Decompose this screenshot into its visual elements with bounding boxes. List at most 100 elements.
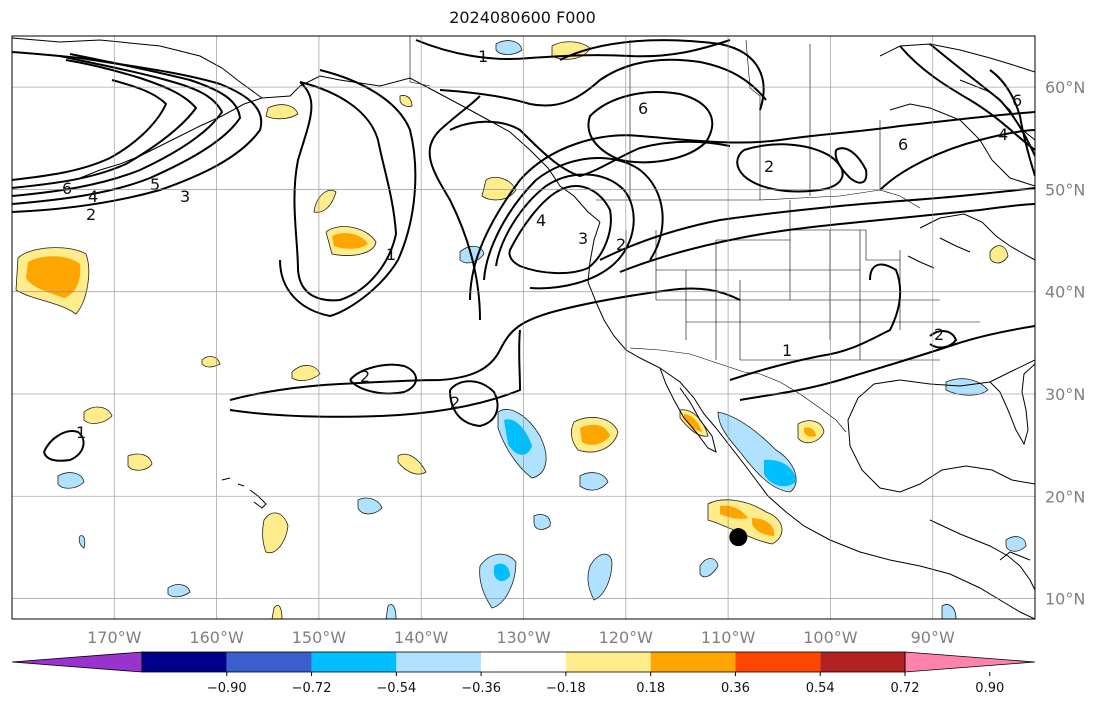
colorbar-tick-label: 0.90	[975, 681, 1004, 696]
lon-tick-label: 150°W	[292, 628, 347, 647]
contour-line	[279, 69, 417, 318]
florida-coast	[989, 363, 1035, 446]
contour-line	[12, 51, 263, 213]
contour-line	[834, 147, 868, 184]
lon-tick-label: 110°W	[701, 628, 756, 647]
contour-label: 2	[934, 325, 944, 344]
contour-label: 6	[638, 99, 648, 118]
contour-line	[559, 39, 765, 111]
colorbar-tick-label: −0.54	[376, 681, 416, 696]
anomaly-blob	[313, 189, 337, 213]
colorbar-segment	[820, 652, 905, 672]
contour-line	[508, 185, 612, 275]
great-lakes	[907, 213, 1035, 269]
coastlines	[12, 37, 1035, 619]
anomaly-blob	[495, 40, 523, 55]
lat-tick-label: 50°N	[1045, 180, 1085, 199]
contour-line	[439, 58, 767, 107]
canada-province-lines	[629, 39, 881, 200]
contour-label: 4	[88, 187, 98, 206]
anomaly-blob	[397, 453, 427, 475]
longitude-labels: 170°W 160°W 150°W 140°W 130°W 120°W 110°W 100°W…	[87, 628, 955, 647]
colorbar-extend-high	[904, 651, 1036, 673]
lon-tick-label: 90°W	[911, 628, 955, 647]
colorbar-tick-label: 0.72	[891, 681, 920, 696]
colorbar-tick-label: −0.18	[546, 681, 586, 696]
anomaly-blob	[533, 514, 551, 530]
contour-label: 6	[898, 135, 908, 154]
anomaly-blob	[587, 553, 613, 601]
contour-line	[736, 143, 844, 193]
contour-label: 1	[386, 245, 396, 264]
anomaly-blob	[720, 505, 748, 519]
hawaii-islands	[221, 477, 267, 509]
colorbar-segment	[142, 652, 227, 672]
anomaly-blob	[291, 365, 321, 382]
contour-line	[929, 43, 1035, 157]
anomaly-blob	[764, 459, 796, 487]
contour-line	[619, 203, 1035, 273]
contour-lines	[12, 39, 1035, 462]
colorbar-tick-label: 0.18	[636, 681, 665, 696]
anomaly-blob	[167, 584, 191, 598]
contour-line	[449, 380, 499, 428]
anomaly-blob	[699, 558, 719, 578]
contour-line	[879, 129, 1035, 191]
colorbar-segment	[396, 652, 482, 672]
colorbar-tick-label: −0.90	[207, 681, 247, 696]
map-frame	[11, 35, 1036, 620]
anomaly-blob	[684, 414, 702, 432]
lon-tick-label: 130°W	[496, 628, 551, 647]
contour-line	[428, 95, 481, 321]
anomaly-blob	[941, 604, 957, 619]
colorbar-frame	[141, 651, 906, 673]
lon-tick-label: 170°W	[87, 628, 142, 647]
contour-line	[483, 157, 664, 281]
anomaly-blob	[989, 245, 1009, 264]
anomaly-blob	[580, 424, 610, 445]
contour-label: 1	[76, 423, 86, 442]
anomaly-blob	[26, 256, 81, 298]
contour-label: 1	[478, 47, 488, 66]
contour-label: 2	[450, 393, 460, 412]
contour-line	[729, 263, 902, 381]
us-mexico-border	[629, 347, 847, 433]
anomaly-blob	[399, 95, 413, 107]
colorbar-tick-label: −0.72	[292, 681, 332, 696]
anomaly-blob	[357, 497, 383, 515]
contour-line	[739, 325, 1035, 401]
contour-label-group: 6 4 5 3 2 1 6 2 6 4 3 2 1 2 2 1 1 2 6 4	[62, 47, 1022, 442]
contour-line	[12, 55, 224, 197]
contour-label: 4	[536, 211, 546, 230]
mexico-pacific-coast	[715, 427, 1035, 619]
lat-tick-label: 30°N	[1045, 385, 1085, 404]
lat-tick-label: 20°N	[1045, 487, 1085, 506]
baja-peninsula	[659, 367, 717, 453]
contour-line	[349, 363, 417, 395]
colorbar-segment	[735, 652, 821, 672]
anomaly-blob	[201, 356, 221, 368]
contour-line	[12, 59, 198, 189]
anomaly-blob	[57, 472, 85, 489]
contour-line	[449, 120, 731, 178]
anomaly-blob	[804, 427, 816, 437]
contour-line	[12, 79, 168, 181]
anomaly-blob	[385, 604, 397, 619]
contour-line	[229, 329, 522, 418]
lon-tick-label: 160°W	[189, 628, 244, 647]
contour-label: 3	[578, 229, 588, 248]
alaska-canada-border	[409, 36, 431, 87]
anomaly-blob	[271, 604, 283, 619]
lat-tick-label: 60°N	[1045, 78, 1085, 97]
contour-line	[229, 287, 741, 401]
colorbar-tick-label: 0.36	[721, 681, 750, 696]
contour-label: 1	[782, 341, 792, 360]
contour-line	[293, 81, 398, 302]
central-america	[929, 519, 1035, 591]
contour-label: 2	[86, 205, 96, 224]
anomaly-blob	[265, 104, 299, 120]
colorbar-tick-label: 0.54	[806, 681, 835, 696]
anomaly-blob	[78, 535, 86, 549]
contour-line	[415, 39, 731, 61]
